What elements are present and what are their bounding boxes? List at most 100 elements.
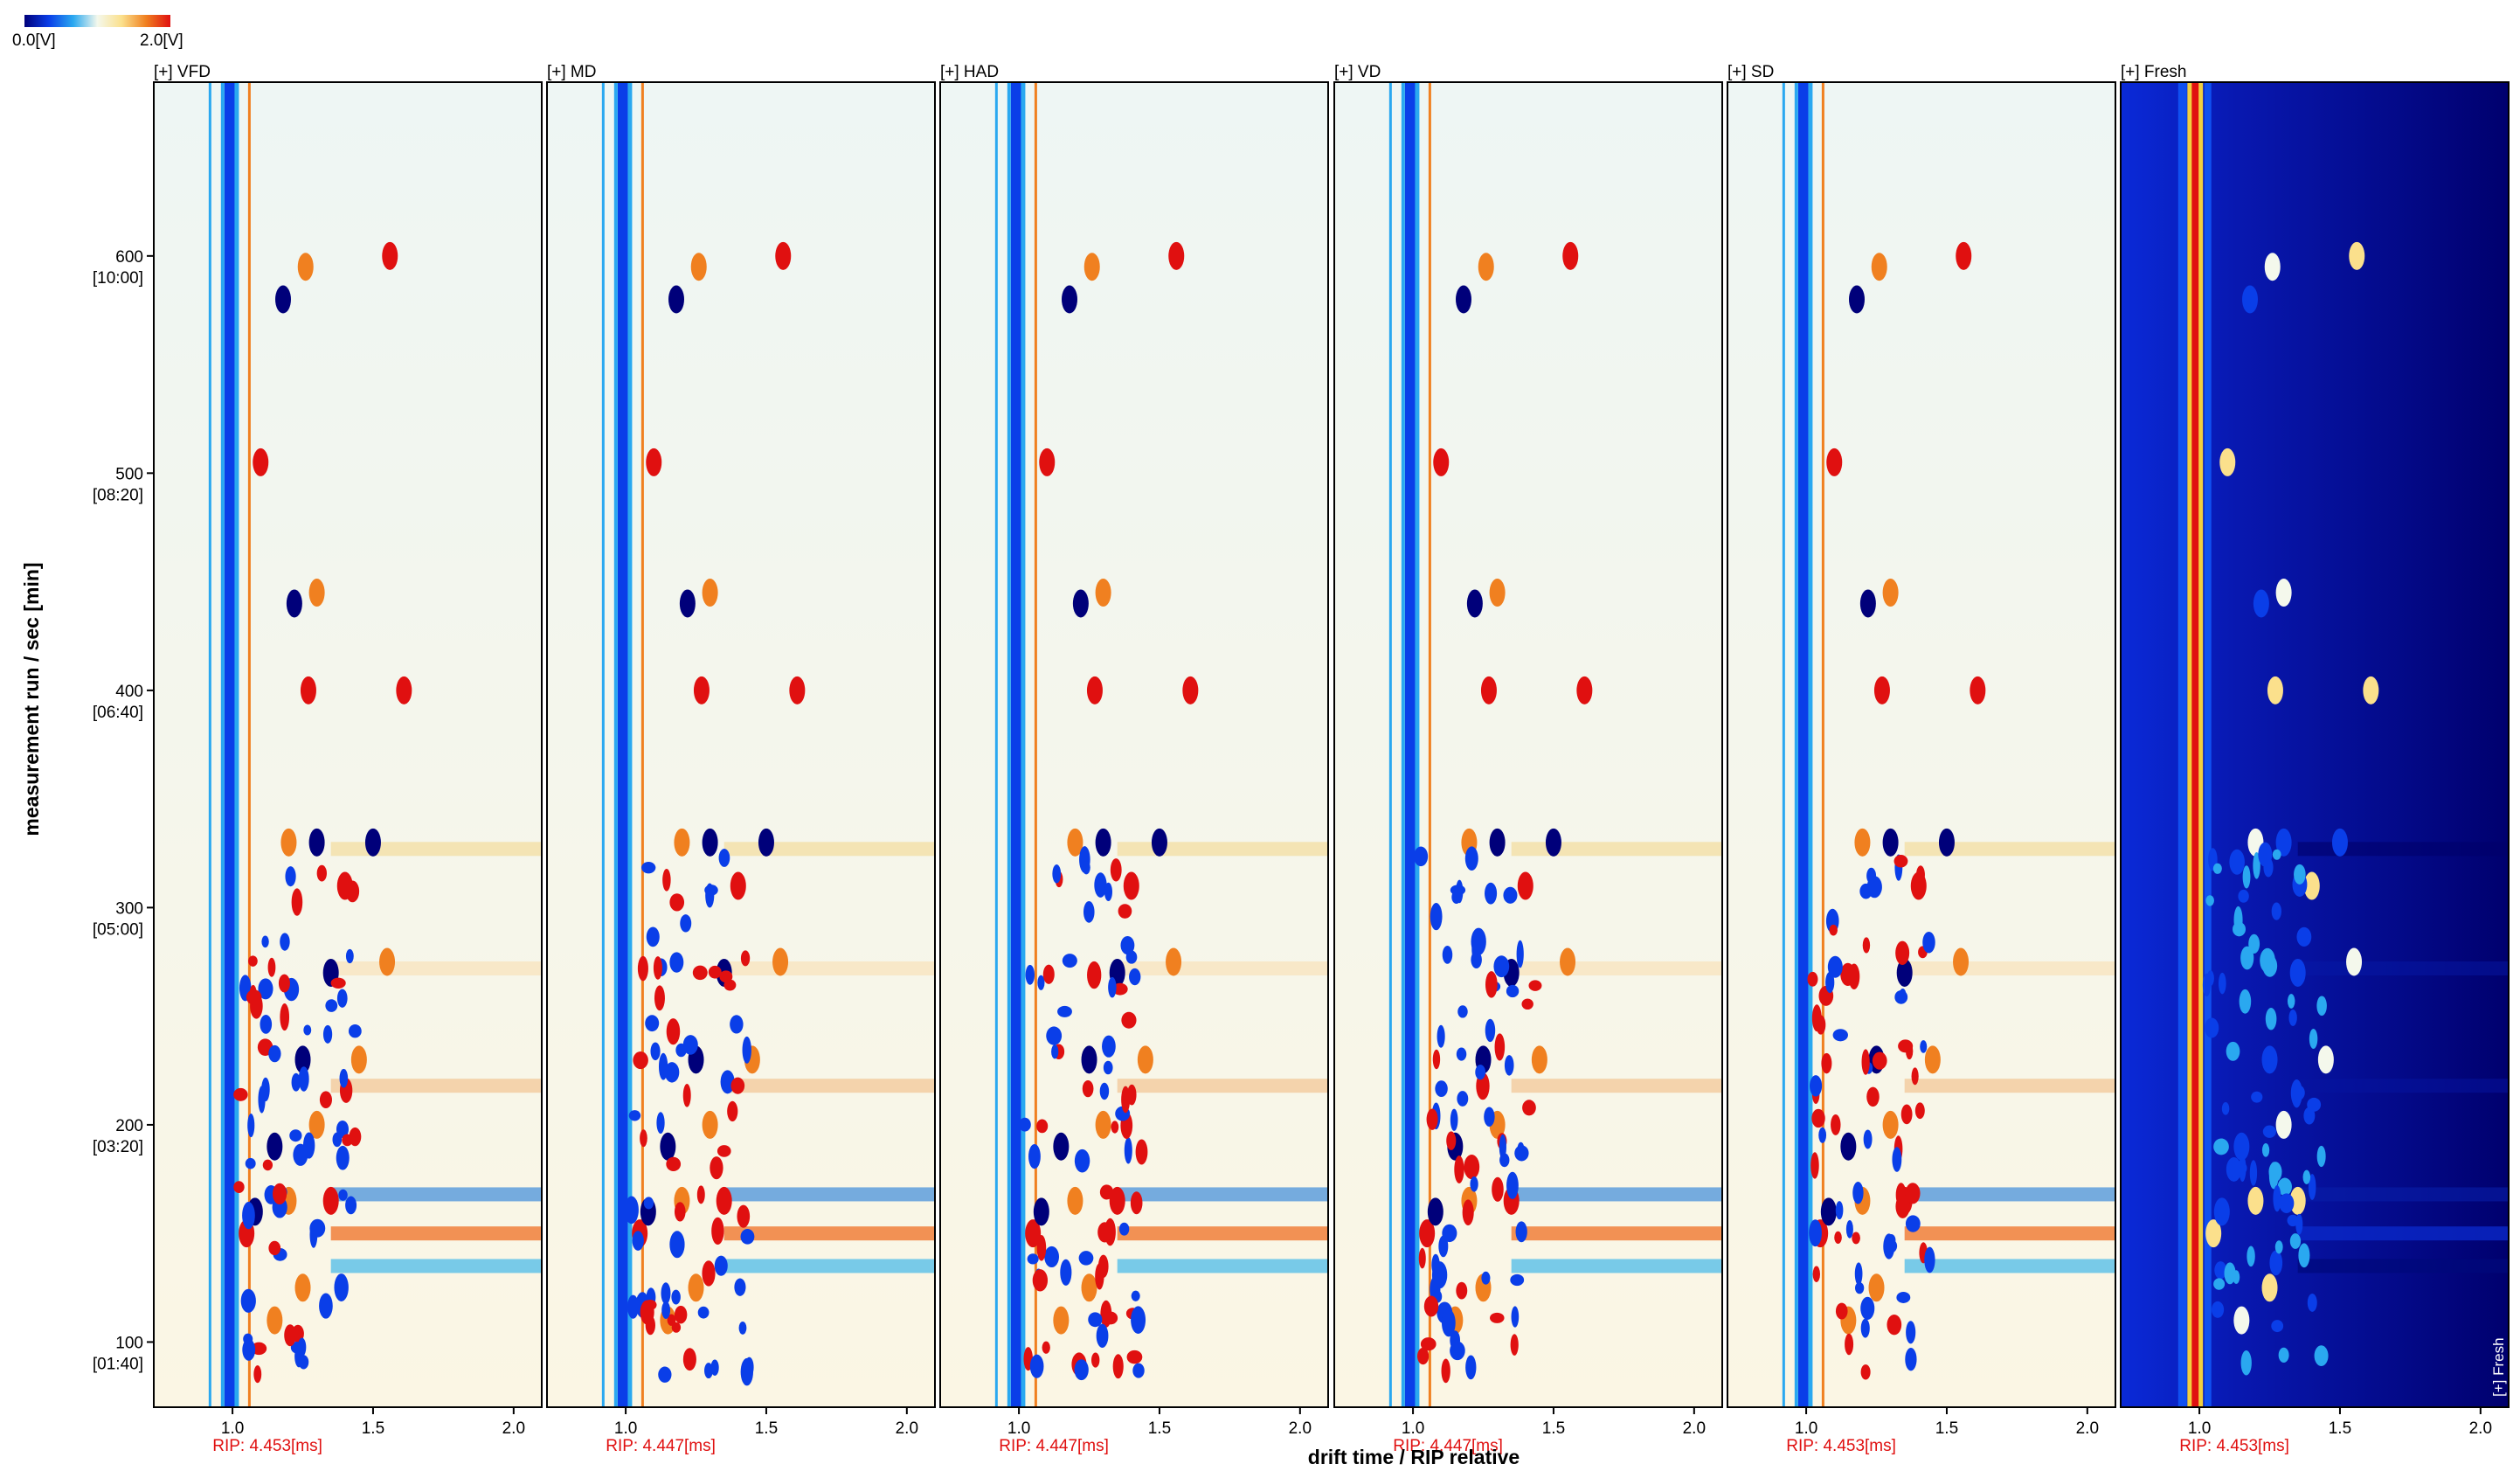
cluster-spot xyxy=(1521,998,1533,1010)
cluster-spot xyxy=(727,1100,738,1122)
signal-spot xyxy=(660,1132,676,1161)
cluster-spot xyxy=(1028,1143,1041,1169)
signal-spot xyxy=(758,828,774,857)
cluster-spot xyxy=(1097,1254,1109,1279)
cluster-spot xyxy=(734,1278,746,1296)
cluster-spot xyxy=(1831,1114,1841,1135)
signal-spot xyxy=(2233,1132,2250,1161)
cluster-spot xyxy=(1096,1323,1109,1349)
cluster-spot xyxy=(339,1068,349,1088)
cluster-spot xyxy=(718,849,730,867)
signal-spot xyxy=(364,828,381,857)
signal-spot xyxy=(1081,1045,1097,1074)
cluster-spot xyxy=(1884,1239,1898,1253)
cluster-spot xyxy=(1811,1108,1825,1128)
x-tick-label: 1.0 xyxy=(1402,1419,1424,1438)
panel-title: [+] MD xyxy=(547,63,596,81)
signal-spot xyxy=(350,1045,367,1074)
cluster-spot xyxy=(233,1181,245,1194)
retention-band xyxy=(2297,1187,2509,1202)
signal-spot xyxy=(1924,1045,1941,1074)
cluster-spot xyxy=(1027,1253,1039,1265)
retention-band xyxy=(1904,1079,2115,1093)
retention-band xyxy=(1511,1259,1722,1273)
cluster-spot xyxy=(248,955,258,967)
signal-spot xyxy=(688,1273,704,1302)
cluster-spot xyxy=(1131,1290,1140,1301)
rip-column xyxy=(247,82,251,1407)
retention-band xyxy=(723,842,935,857)
signal-spot xyxy=(1053,1132,1070,1161)
cluster-spot xyxy=(1465,1355,1477,1380)
cluster-spot xyxy=(1118,904,1132,919)
cluster-spot xyxy=(2229,849,2245,875)
panel-frame xyxy=(153,81,543,1408)
cluster-spot xyxy=(289,1129,302,1142)
cluster-spot xyxy=(2263,857,2274,878)
rip-column xyxy=(2187,82,2192,1407)
cluster-spot xyxy=(667,1314,676,1326)
cluster-spot xyxy=(1087,961,1102,989)
cluster-spot xyxy=(261,935,269,948)
signal-spot xyxy=(1820,1197,1837,1226)
signal-spot xyxy=(1478,253,1494,281)
y-tick-label: 200 xyxy=(115,1117,143,1135)
cluster-spot xyxy=(1097,1222,1112,1243)
signal-spot xyxy=(1956,241,1972,270)
cluster-spot xyxy=(2218,972,2226,995)
retention-band xyxy=(723,1187,935,1202)
signal-spot xyxy=(275,285,291,314)
cluster-spot xyxy=(1905,1215,1921,1232)
cluster-spot xyxy=(2212,863,2222,874)
cluster-spot xyxy=(738,1321,747,1335)
cluster-spot xyxy=(692,965,708,981)
signal-spot xyxy=(1123,871,1139,900)
cluster-spot xyxy=(2294,864,2306,885)
retention-band xyxy=(1117,1226,1328,1241)
panel-frame xyxy=(546,81,936,1408)
cluster-spot xyxy=(1420,1337,1437,1351)
cluster-spot xyxy=(2271,1320,2284,1333)
retention-band xyxy=(2297,1226,2509,1241)
colorbar: 0.0[V] 2.0[V] xyxy=(12,15,183,50)
signal-spot xyxy=(300,676,316,704)
cluster-spot xyxy=(1887,1314,1902,1336)
signal-spot xyxy=(1067,828,1083,857)
cluster-spot xyxy=(2233,921,2247,937)
retention-band xyxy=(723,1079,935,1093)
signal-spot xyxy=(1137,1045,1153,1074)
signal-spot xyxy=(2242,285,2258,314)
cluster-spot xyxy=(1506,984,1520,998)
cluster-spot xyxy=(242,1202,255,1230)
cluster-spot xyxy=(1450,1108,1458,1131)
cluster-spot xyxy=(1892,1147,1902,1172)
retention-band xyxy=(2297,961,2509,975)
cluster-spot xyxy=(1872,1051,1887,1070)
cluster-spot xyxy=(2240,1350,2252,1376)
cluster-spot xyxy=(1861,1049,1870,1075)
cluster-spot xyxy=(1485,1018,1496,1043)
retention-band xyxy=(1117,1259,1328,1273)
cluster-spot xyxy=(342,1134,353,1147)
cluster-spot xyxy=(682,1083,691,1107)
cluster-spot xyxy=(719,970,733,983)
panel-vd: [+] VD 1.0 1.5 2.0 RIP: 4.447[ms] xyxy=(1333,63,1723,1455)
cluster-spot xyxy=(1492,1176,1504,1202)
retention-band xyxy=(1117,1079,1328,1093)
cluster-spot xyxy=(2248,933,2260,954)
signal-spot xyxy=(1067,1186,1083,1215)
signal-spot xyxy=(2219,448,2236,476)
retention-band xyxy=(1904,1259,2115,1273)
panel-frame xyxy=(2120,81,2510,1408)
signal-spot xyxy=(2261,1045,2278,1074)
retention-band xyxy=(1117,842,1328,857)
cluster-spot xyxy=(1129,968,1141,986)
cluster-spot xyxy=(669,1231,685,1259)
cluster-spot xyxy=(658,1366,672,1383)
cluster-spot xyxy=(1432,1049,1441,1070)
cluster-spot xyxy=(627,1294,640,1319)
cluster-spot xyxy=(1094,872,1107,898)
cluster-spot xyxy=(737,1204,751,1228)
cluster-spot xyxy=(262,1159,273,1171)
cluster-spot xyxy=(1920,1040,1928,1053)
